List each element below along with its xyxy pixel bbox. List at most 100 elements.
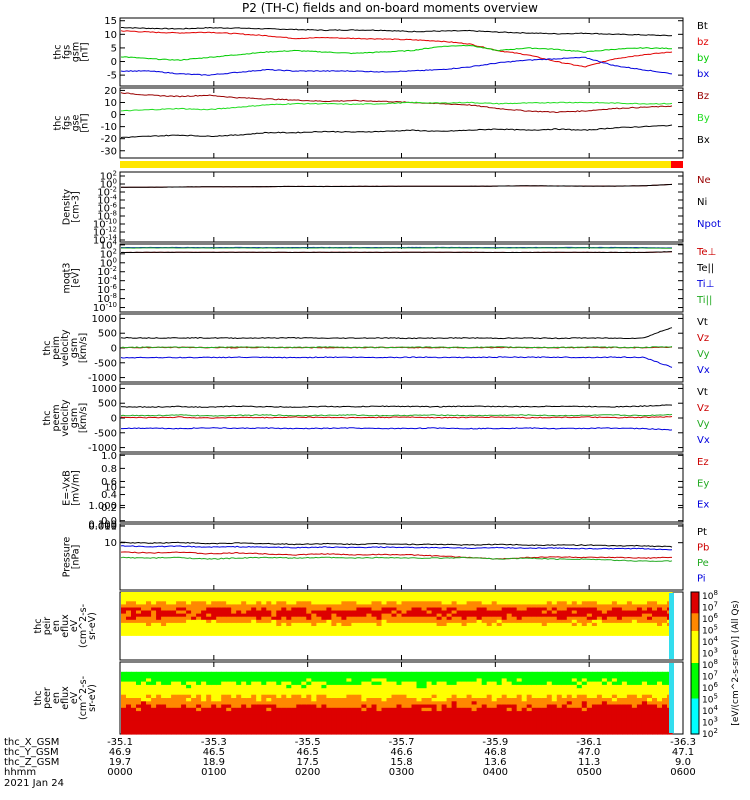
heatmap-cell — [206, 592, 212, 596]
heatmap-cell — [246, 717, 252, 722]
heatmap-cell — [426, 592, 433, 596]
heatmap-cell — [371, 727, 378, 732]
heatmap-cell — [366, 724, 372, 729]
heatmap-cell — [186, 707, 192, 712]
heatmap-cell — [141, 632, 147, 636]
heatmap-cell — [511, 724, 518, 729]
heatmap-cell — [662, 688, 668, 693]
heatmap-cell — [171, 619, 177, 624]
heatmap-cell — [441, 701, 448, 706]
heatmap-cell — [216, 684, 222, 689]
heatmap-cell — [171, 598, 177, 602]
heatmap-cell — [201, 619, 207, 624]
heatmap-cell — [471, 681, 478, 686]
heatmap-cell — [141, 688, 147, 693]
heatmap-cell — [211, 704, 217, 709]
heatmap-cell — [316, 707, 322, 712]
heatmap-cell — [276, 720, 282, 725]
heatmap-cell — [516, 598, 523, 602]
heatmap-cell — [251, 714, 257, 719]
heatmap-cell — [581, 592, 588, 596]
heatmap-cell — [596, 616, 603, 621]
heatmap-cell — [416, 619, 423, 624]
heatmap-cell — [581, 610, 588, 615]
heatmap-cell — [416, 681, 423, 686]
ytick-label: 0.2 — [101, 503, 117, 514]
heatmap-cell — [431, 629, 438, 633]
heatmap-cell — [236, 598, 242, 602]
heatmap-cell — [131, 717, 137, 722]
heatmap-cell — [496, 720, 503, 725]
heatmap-cell — [581, 675, 588, 679]
heatmap-cell — [306, 681, 312, 686]
heatmap-cell — [151, 688, 157, 693]
heatmap-cell — [201, 601, 207, 605]
heatmap-cell — [306, 592, 312, 596]
heatmap-cell — [231, 629, 237, 633]
heatmap-cell — [531, 720, 538, 725]
legend-Ne: Ne — [697, 175, 711, 186]
heatmap-cell — [246, 632, 252, 636]
heatmap-cell — [296, 717, 302, 722]
heatmap-cell — [376, 595, 383, 599]
heatmap-cell — [451, 607, 458, 612]
heatmap-cell — [221, 698, 227, 702]
heatmap-cell — [326, 622, 332, 627]
heatmap-cell — [346, 694, 352, 699]
heatmap-cell — [366, 704, 372, 709]
heatmap-cell — [481, 717, 488, 722]
heatmap-cell — [451, 727, 458, 732]
heatmap-cell — [256, 730, 262, 735]
heatmap-cell — [186, 724, 192, 729]
heatmap-cell — [366, 622, 372, 627]
heatmap-cell — [481, 601, 488, 605]
heatmap-cell — [216, 592, 222, 596]
heatmap-cell — [306, 704, 312, 709]
heatmap-cell — [276, 724, 282, 729]
heatmap-cell — [181, 619, 187, 624]
heatmap-cell — [396, 698, 403, 702]
heatmap-cell — [301, 598, 307, 602]
heatmap-cell — [491, 629, 498, 633]
heatmap-cell — [266, 675, 272, 679]
heatmap-cell — [281, 619, 287, 624]
heatmap-cell — [166, 675, 172, 679]
colorbar-label: [eV/(cm^2-s-sr-eV)] (All Qs) — [731, 600, 741, 725]
heatmap-cell — [461, 601, 468, 605]
heatmap-cell — [126, 675, 132, 679]
heatmap-cell — [461, 694, 468, 699]
heatmap-cell — [621, 619, 628, 624]
heatmap-cell — [647, 619, 653, 624]
heatmap-cell — [126, 592, 132, 596]
legend-Bx: Bx — [697, 135, 710, 146]
heatmap-cell — [356, 601, 362, 605]
heatmap-cell — [516, 607, 523, 612]
heatmap-cell — [601, 681, 608, 686]
heatmap-cell — [191, 714, 197, 719]
heatmap-cell — [156, 704, 162, 709]
heatmap-cell — [636, 698, 643, 702]
heatmap-cell — [291, 704, 297, 709]
heatmap-cell — [311, 613, 317, 618]
heatmap-cell — [366, 592, 372, 596]
heatmap-cell — [171, 622, 177, 627]
heatmap-cell — [576, 698, 583, 702]
heatmap-cell — [136, 720, 142, 725]
heatmap-cell — [161, 678, 167, 683]
heatmap-cell — [491, 727, 498, 732]
heatmap-cell — [251, 632, 257, 636]
heatmap-cell — [401, 730, 408, 735]
heatmap-cell — [546, 730, 553, 735]
heatmap-cell — [506, 730, 513, 735]
heatmap-cell — [466, 701, 473, 706]
heatmap-cell — [156, 616, 162, 621]
heatmap-cell — [606, 626, 613, 630]
heatmap-cell — [231, 595, 237, 599]
heatmap-cell — [306, 727, 312, 732]
heatmap-cell — [471, 730, 478, 735]
heatmap-cell — [341, 711, 347, 715]
heatmap-cell — [261, 678, 267, 683]
heatmap-cell — [351, 610, 357, 615]
heatmap-cell — [186, 629, 192, 633]
series-by — [120, 44, 672, 61]
